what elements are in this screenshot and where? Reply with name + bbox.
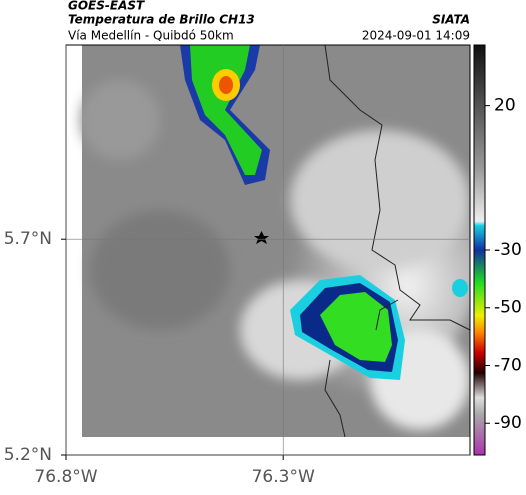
- colorbar-tick-label: -70: [494, 355, 522, 375]
- source: SIATA: [432, 13, 470, 27]
- colorbar-tick-label: -50: [494, 298, 522, 318]
- subtitle: Temperatura de Brillo CH13: [68, 13, 255, 27]
- title: GOES-EAST: [68, 0, 145, 13]
- date: 2024-09-01 14:09: [362, 29, 470, 43]
- colorbar-tick-label: -30: [494, 240, 522, 260]
- satellite-image: [80, 44, 480, 438]
- route: Vía Medellín - Quibdó 50km: [68, 29, 234, 43]
- x-tick-label: 76.3°W: [252, 467, 315, 487]
- colorbar-tick-label: 20: [494, 96, 516, 116]
- y-tick-label: 5.7°N: [4, 229, 52, 249]
- colorbar-tick-label: -90: [494, 413, 522, 433]
- colorbar: [473, 44, 486, 456]
- x-tick-label: 76.8°W: [34, 467, 97, 487]
- y-tick-label: 5.2°N: [4, 445, 52, 465]
